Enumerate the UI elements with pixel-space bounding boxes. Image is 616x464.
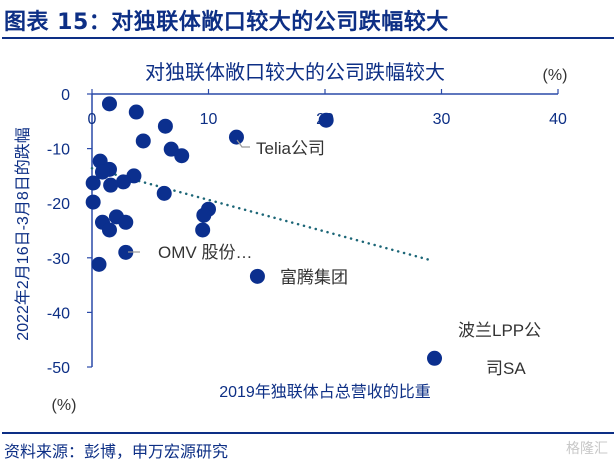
annotation-lpp-line2: 司SA <box>486 359 526 378</box>
x-axis-title: 2019年独联体占总营收的比重 <box>219 383 431 401</box>
header-divider <box>2 37 614 39</box>
y-tick-label: -30 <box>47 251 70 268</box>
data-point <box>156 185 172 201</box>
trendline <box>90 167 432 262</box>
data-point <box>91 256 107 272</box>
y-tick-label: -50 <box>47 360 70 377</box>
x-tick-label: 40 <box>549 111 567 128</box>
data-point <box>118 214 134 230</box>
figure-header: 图表 15：对独联体敞口较大的公司跌幅较大 <box>4 10 449 35</box>
data-point <box>115 174 131 190</box>
data-point <box>128 104 144 120</box>
data-point <box>228 129 244 145</box>
source-note: 资料来源：彭博，申万宏源研究 <box>4 442 229 461</box>
data-point <box>195 222 211 238</box>
data-point <box>85 194 101 210</box>
x-tick-label: 10 <box>200 111 218 128</box>
x-tick-label: 0 <box>88 111 97 128</box>
data-point <box>196 207 212 223</box>
leader-line <box>236 139 250 148</box>
data-point <box>174 148 190 164</box>
data-point <box>101 222 117 238</box>
watermark: 格隆汇 <box>566 441 608 457</box>
data-point <box>135 133 151 149</box>
annotation-omv: OMV 股份… <box>158 243 252 262</box>
y-tick-label: -40 <box>47 305 70 322</box>
data-point <box>103 177 119 193</box>
data-point <box>118 244 134 260</box>
annotation-fortum: 富腾集团 <box>280 268 348 287</box>
data-point <box>85 175 101 191</box>
y-axis-title: 2022年2月16日-3月8日的跌幅 <box>14 127 32 340</box>
x-tick-label: 30 <box>433 111 451 128</box>
data-point <box>94 164 110 180</box>
data-point <box>427 350 443 366</box>
data-point <box>101 96 117 112</box>
y-tick-label: -20 <box>47 196 70 213</box>
data-point <box>249 268 265 284</box>
data-point <box>157 118 173 134</box>
annotation-telia: Telia公司 <box>256 139 325 158</box>
y-unit-label: (%) <box>52 397 77 414</box>
annotation-lpp-line1: 波兰LPP公 <box>458 321 541 340</box>
y-tick-label: 0 <box>61 87 70 104</box>
footer-divider <box>2 432 614 434</box>
x-unit-label: (%) <box>543 67 568 84</box>
chart-title: 对独联体敞口较大的公司跌幅较大 <box>145 61 445 84</box>
data-point <box>318 112 334 128</box>
y-tick-label: -10 <box>47 142 70 159</box>
